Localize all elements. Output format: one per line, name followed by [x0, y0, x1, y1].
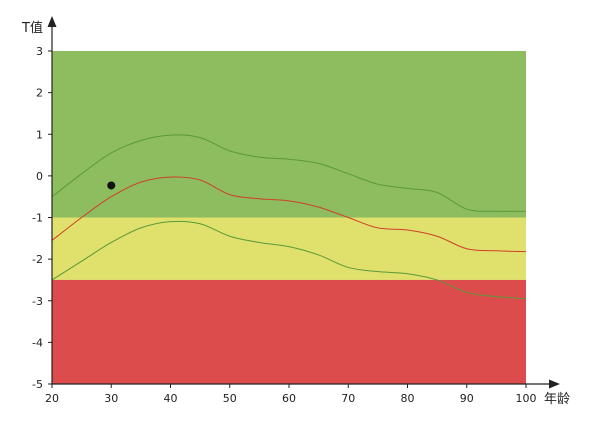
zone-bands: [52, 51, 526, 384]
y-tick-label: 1: [36, 128, 43, 141]
y-tick-label: 3: [36, 45, 43, 58]
zone-band-2: [52, 279, 526, 384]
y-tick-label: 2: [36, 87, 43, 100]
ticks: 3 2 1 0 -1 -2 -3 -4 -520 30 40 50 60 70 80 90 100: [32, 45, 536, 405]
x-axis-arrow-icon: [549, 379, 560, 389]
data-point-0: [107, 181, 116, 190]
x-axis-title: 年龄: [544, 392, 570, 407]
x-tick-label: 70: [341, 392, 355, 405]
x-tick-label: 30: [104, 392, 118, 405]
y-tick-label: -5: [32, 378, 43, 391]
x-tick-label: 50: [223, 392, 237, 405]
x-tick-label: 90: [460, 392, 474, 405]
zone-band-1: [52, 217, 526, 280]
y-tick-label: -4: [32, 336, 43, 349]
y-axis-arrow-icon: [47, 16, 57, 27]
x-tick-label: 20: [45, 392, 59, 405]
series-line-2: [51, 220, 527, 300]
y-tick-label: -1: [32, 212, 43, 225]
x-tick-label: 60: [282, 392, 296, 405]
series-lines: [51, 134, 527, 300]
data-points: [107, 181, 116, 190]
zone-band-0: [52, 51, 526, 218]
y-tick-label: -3: [32, 295, 43, 308]
y-tick-label: 0: [36, 170, 43, 183]
series-line-1: [51, 176, 527, 253]
x-tick-label: 80: [401, 392, 415, 405]
series-line-0: [51, 134, 527, 212]
y-tick-label: -2: [32, 253, 43, 266]
x-tick-label: 40: [164, 392, 178, 405]
x-tick-label: 100: [516, 392, 537, 405]
y-axis-title: T值: [21, 20, 43, 36]
axes: [47, 16, 560, 389]
